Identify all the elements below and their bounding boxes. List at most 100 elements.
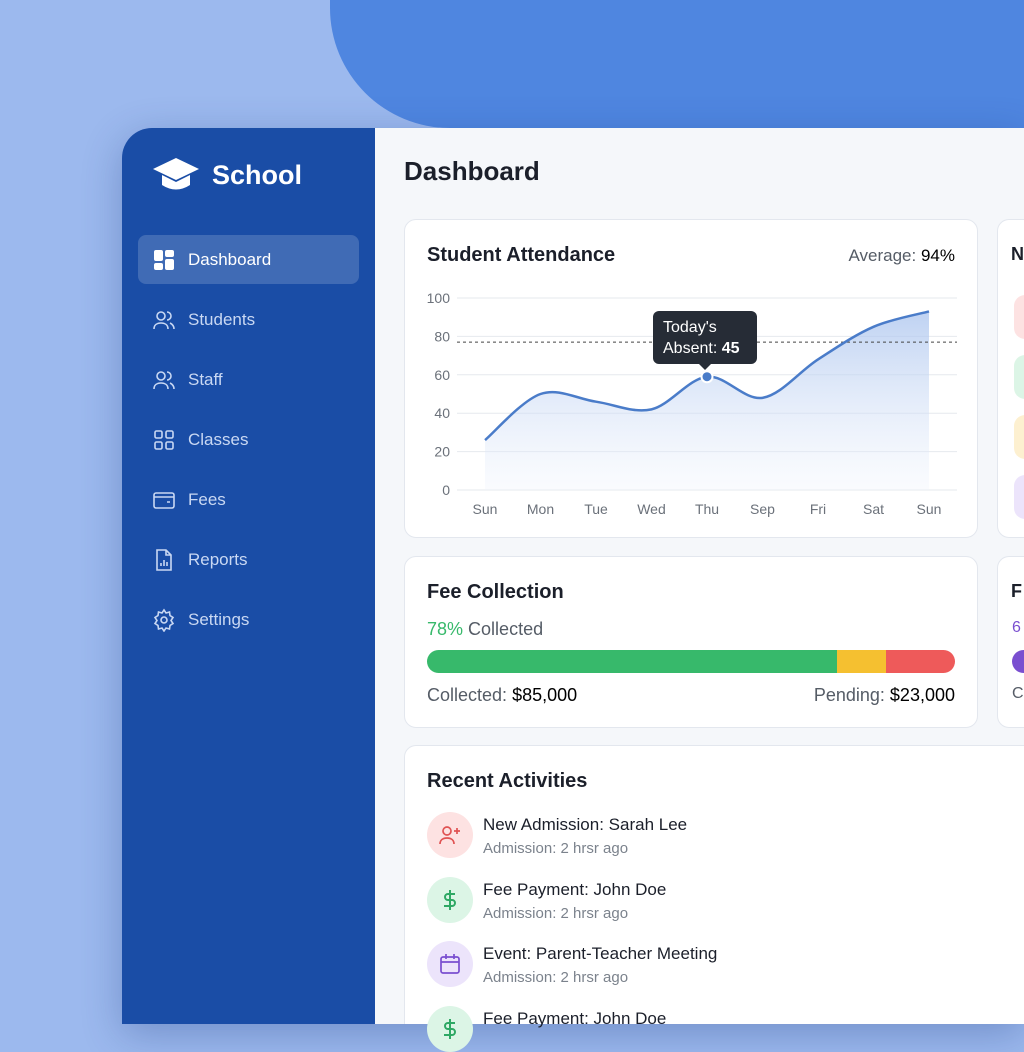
collected-label: Collected:	[427, 685, 508, 705]
graduation-cap-icon	[153, 158, 199, 190]
main-content: Dashboard Student Attendance Average: 94…	[375, 128, 1024, 1052]
x-tick-label: Sep	[750, 501, 775, 517]
activity-item[interactable]: Event: Parent-Teacher Meeting Admission: …	[427, 941, 717, 987]
y-tick-label: 20	[434, 444, 450, 460]
percent-label: Collected	[468, 619, 544, 639]
sidebar-item-students[interactable]: Students	[138, 295, 359, 344]
card-value: 6	[1012, 619, 1021, 636]
sidebar-item-reports[interactable]: Reports	[138, 535, 359, 584]
gear-icon	[152, 608, 176, 632]
average-label: Average:	[848, 246, 917, 265]
user-plus-icon	[427, 812, 473, 858]
y-tick-label: 0	[442, 482, 450, 498]
calendar-icon	[427, 941, 473, 987]
tooltip-line1: Today's	[663, 319, 717, 336]
progress-bar	[1012, 650, 1024, 673]
background-shape	[330, 0, 1024, 128]
attendance-chart: 0 20 40 60 80 100 Sun Mon Tue Wed Thu Sep Fri Sat Sun	[427, 290, 957, 517]
item-icon	[1014, 475, 1024, 519]
fee-bar-segment	[427, 650, 837, 673]
sidebar-item-fees[interactable]: Fees	[138, 475, 359, 524]
logo: School	[152, 156, 302, 194]
data-point	[700, 370, 714, 384]
secondary-card: F 6 C	[997, 556, 1024, 728]
item-icon	[1014, 355, 1024, 399]
x-tick-label: Sun	[917, 501, 942, 517]
brand-name: School	[212, 159, 303, 190]
activity-title: Fee Payment: John Doe	[483, 879, 667, 899]
percent-value: 78%	[427, 619, 464, 639]
sidebar-item-label: Reports	[188, 549, 248, 569]
tooltip-label: Absent:	[663, 340, 718, 357]
x-tick-label: Thu	[695, 501, 719, 517]
notifications-card: N	[997, 219, 1024, 538]
card-title: Student Attendance	[427, 244, 616, 266]
sidebar-item-staff[interactable]: Staff	[138, 355, 359, 404]
collected-value: $85,000	[512, 685, 578, 705]
average-readout: Average: 94%	[849, 246, 956, 266]
average-value: 94%	[920, 246, 955, 265]
sidebar-item-classes[interactable]: Classes	[138, 415, 359, 464]
x-tick-label: Sat	[863, 501, 884, 517]
fee-progress-bar	[427, 650, 955, 673]
app-window: School Dashboard Students Staff Classes Fees…	[122, 128, 1024, 1052]
activity-subtitle: Admission: 2 hrsr ago	[483, 840, 629, 857]
card-title: N	[1011, 244, 1024, 264]
users-icon	[152, 368, 176, 392]
sidebar-item-settings[interactable]: Settings	[138, 595, 359, 644]
sidebar-nav: Dashboard Students Staff Classes Fees Reports…	[138, 235, 359, 655]
sidebar-item-label: Students	[188, 309, 256, 329]
item-icon	[1014, 415, 1024, 459]
fee-bar-segment	[886, 650, 955, 673]
file-chart-icon	[152, 548, 176, 572]
y-tick-label: 80	[434, 328, 450, 344]
x-tick-label: Wed	[637, 501, 666, 517]
activity-item[interactable]: Fee Payment: John Doe Admission: 2 hrsr a…	[427, 876, 667, 923]
wallet-icon	[152, 488, 176, 512]
sidebar-item-label: Fees	[188, 489, 226, 509]
sidebar-item-label: Settings	[188, 609, 250, 629]
activity-subtitle: Admission: 2 hrsr ago	[483, 904, 629, 922]
dollar-icon	[427, 1005, 473, 1052]
y-tick-label: 60	[434, 367, 450, 383]
x-tick-label: Sun	[473, 501, 498, 517]
card-title: Fee Collection	[427, 581, 564, 603]
fee-collection-card: Fee Collection 78% Collected Collected: …	[404, 556, 978, 728]
collected-percent: 78% Collected	[427, 619, 543, 640]
activity-title: Fee Payment: John Doe	[483, 1008, 667, 1028]
dollar-icon	[427, 876, 473, 923]
sidebar-item-label: Dashboard	[188, 249, 272, 269]
card-title: Recent Activities	[427, 770, 588, 792]
x-tick-label: Fri	[810, 501, 826, 517]
pending-value: $23,000	[889, 685, 955, 705]
sidebar-item-dashboard[interactable]: Dashboard	[138, 235, 359, 284]
grid-icon	[152, 248, 176, 272]
x-tick-label: Tue	[584, 501, 608, 517]
activity-subtitle: Admission: 2 hrsr ago	[483, 969, 629, 986]
pending-amount: Pending: $23,000	[814, 685, 955, 706]
fee-bar-segment	[836, 650, 887, 673]
y-tick-label: 100	[427, 290, 451, 306]
area-fill	[485, 311, 929, 490]
activity-title: New Admission: Sarah Lee	[483, 815, 688, 834]
pending-label: Pending:	[813, 685, 885, 705]
activity-item[interactable]: New Admission: Sarah Lee Admission: 2 hrs…	[427, 812, 687, 858]
tooltip-value: 45	[721, 340, 740, 357]
chart-tooltip: Today's Absent: 45	[653, 311, 757, 370]
activity-item[interactable]: Fee Payment: John Doe	[427, 1005, 667, 1052]
attendance-card: Student Attendance Average: 94% 0 20 40 60 8…	[404, 219, 978, 538]
y-tick-label: 40	[434, 405, 450, 421]
x-tick-label: Mon	[527, 501, 554, 517]
card-label: C	[1012, 685, 1024, 702]
item-icon	[1014, 295, 1024, 339]
sidebar-item-label: Staff	[188, 369, 223, 389]
sidebar: School Dashboard Students Staff Classes Fees…	[122, 128, 375, 1024]
activity-title: Event: Parent-Teacher Meeting	[483, 944, 718, 963]
page-title: Dashboard	[404, 156, 540, 186]
apps-icon	[152, 428, 176, 452]
users-icon	[152, 308, 176, 332]
recent-activities-card: Recent Activities New Admission: Sarah L…	[404, 745, 1024, 1052]
collected-amount: Collected: $85,000	[427, 685, 577, 706]
sidebar-item-label: Classes	[188, 429, 249, 449]
card-title: F	[1011, 581, 1022, 601]
